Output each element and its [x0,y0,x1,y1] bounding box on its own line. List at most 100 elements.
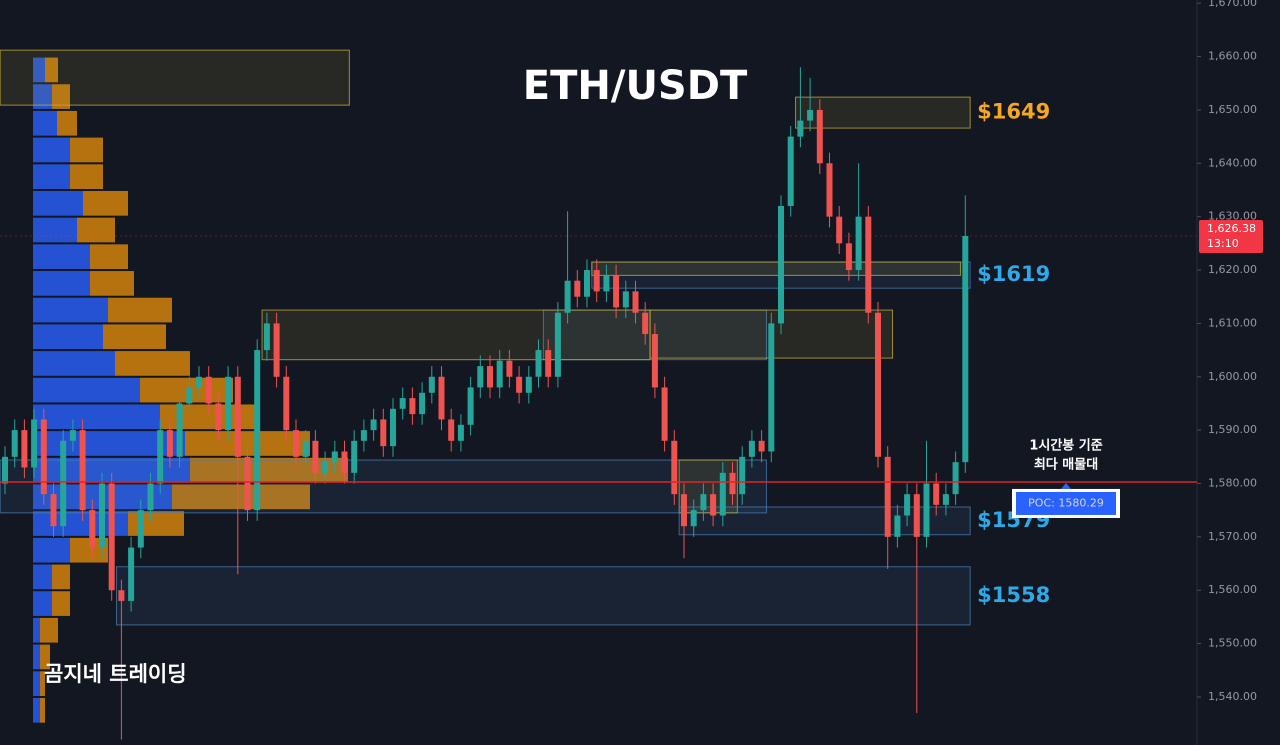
profile-sell [83,190,128,216]
candle-body [409,398,416,415]
profile-sell [40,671,45,696]
profile-sell [172,484,310,510]
profile-buy [33,671,40,696]
zone-label: $1619 [977,262,1050,286]
candle-body [952,462,959,495]
candle-body [69,430,76,441]
candle-body [263,323,270,351]
y-tick-label: 1,570.00 [1208,530,1257,543]
candle-body [293,430,299,457]
profile-sell [90,271,134,296]
candle-body [855,216,862,271]
candles [2,67,969,740]
candle-body [419,392,426,415]
candle-body [137,510,144,548]
candle-body [661,387,668,441]
price-tag-value: 1,626.38 [1207,222,1256,235]
candle-body [79,430,86,511]
profile-buy [33,110,57,136]
price-tag-countdown: 13:10 [1207,237,1239,250]
candle-body [215,403,222,431]
candle-body [574,280,581,297]
candle-body [535,350,542,377]
candle-body [448,419,455,441]
candle-body [748,440,755,457]
candle-body [904,494,911,516]
y-tick-label: 1,650.00 [1208,103,1257,116]
candle-body [166,430,173,457]
candle-body [496,360,503,388]
candle-body [21,430,28,468]
poc-pointer [1061,482,1071,489]
poc-box [1016,491,1116,515]
candle-body [593,270,600,292]
candle-body [584,270,590,297]
axis-panel [1197,0,1280,745]
zone-label: $1649 [977,100,1050,124]
candle-body [244,456,251,511]
profile-buy [33,57,45,83]
profile-sell [57,110,77,136]
candle-body [176,403,183,457]
candle-body [273,323,280,377]
candle-body [254,350,261,511]
y-tick-label: 1,560.00 [1208,583,1257,596]
candle-body [40,419,47,495]
candle-body [2,456,8,484]
zone [678,459,738,514]
profile-buy [33,404,160,430]
profile-sell [77,217,115,243]
candle-body [147,483,154,511]
chart-title: ETH/USDT [523,63,748,109]
y-tick-label: 1,540.00 [1208,690,1257,703]
candle-body [894,515,901,537]
profile-buy [33,591,52,616]
candle-body [962,235,969,463]
candle-body [390,408,396,447]
candle-body [758,440,765,452]
profile-sell [90,244,128,270]
y-tick-label: 1,620.00 [1208,263,1257,276]
y-tick-label: 1,640.00 [1208,156,1257,169]
candle-body [11,430,18,457]
candle-body [157,430,164,484]
candle-body [457,424,464,441]
candle-body [89,510,96,548]
candle-body [554,312,561,377]
candle-body [351,440,358,473]
profile-sell [190,457,348,483]
candle-body [118,590,125,601]
candle-body [710,494,717,516]
candle-body [845,243,852,271]
candle-body [787,136,794,206]
zone [116,566,971,626]
poc-note: 최다 매물대 [1034,456,1098,472]
profile-buy [33,644,40,670]
profile-sell [108,297,172,323]
candle-body [312,440,319,473]
profile-buy [33,137,70,163]
candle-body [205,376,212,404]
candle-body [913,494,920,537]
candle-body [739,456,746,495]
zone-label: $1558 [977,583,1050,607]
watermark: 곰지네 트레이딩 [44,662,187,686]
candle-body [778,205,784,324]
profile-buy [33,351,115,376]
candle-body [933,483,940,505]
candle-body [331,451,338,463]
candle-body [283,376,290,431]
candle-body [632,291,639,313]
candle-body [487,366,493,388]
candle-body [428,376,435,393]
candle-body [622,291,629,308]
profile-sell [45,57,58,83]
candle-body [128,547,135,601]
candle-body [816,109,823,164]
candle-body [234,376,241,457]
